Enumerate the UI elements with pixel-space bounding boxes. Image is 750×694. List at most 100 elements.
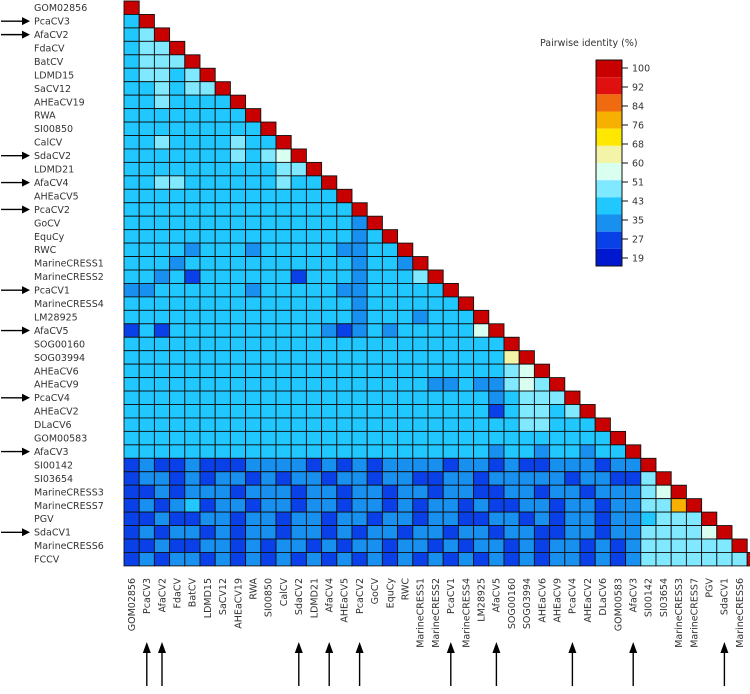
heatmap-cell-AfaCV5-PcaCV2	[351, 323, 368, 338]
heatmap-cell-AHEaCV2-AHEaCV2	[579, 404, 596, 419]
legend-color-step	[596, 197, 622, 215]
heatmap-cell-PcaCV4-CalCV	[275, 390, 292, 405]
heatmap-cell-SOG00160-AfaCV4	[321, 336, 338, 352]
heatmap-cell-AfaCV3-MarineCRESS2	[427, 444, 444, 459]
heatmap-cell-DLaCV6-RWC	[397, 417, 414, 432]
heatmap-cell-AfaCV3-SI00850	[260, 444, 277, 459]
heatmap-cell-GOM00583-DLaCV6	[594, 430, 611, 446]
heatmap-cell-FdaCV-PcaCV3	[138, 40, 155, 56]
heatmap-cell-GoCV-LDMD15	[199, 215, 216, 231]
heatmap-cell-SdaCV1-SaCV12	[214, 525, 231, 540]
heatmap-cell-RWC-SaCV12	[214, 242, 231, 258]
heatmap-cell-AfaCV5-MarineCRESS4	[457, 323, 475, 338]
heatmap-cell-EquCy-EquCy	[381, 229, 399, 244]
column-label-RWA: RWA	[249, 578, 260, 600]
row-arrow-PcaCV1	[1, 286, 30, 295]
heatmap-cell-EquCy-AHEaCV5	[336, 229, 353, 244]
heatmap-cell-SOG00160-LM28925	[473, 336, 490, 352]
heatmap-cell-LDMD21-GOM02856	[123, 161, 140, 177]
heatmap-cell-MarineCRESS2-PcaCV2	[351, 269, 368, 284]
heatmap-cell-SI03654-SOG00160	[503, 471, 520, 486]
heatmap-cell-FCCV-AHEaCV19	[229, 552, 247, 567]
heatmap-cell-PGV-SdaCV2	[290, 511, 307, 526]
heatmap-cell-MarineCRESS2-AHEaCV5	[336, 269, 353, 284]
heatmap-cell-GOM00583-GOM00583	[609, 430, 627, 446]
heatmap-cell-PcaCV1-AHEaCV5	[336, 283, 353, 298]
heatmap-cell-PGV-LM28925	[473, 511, 490, 526]
column-labels: GOM02856 PcaCV3 AfaCV2 FdaCV BatCV LDMD15 SaCV…	[127, 578, 746, 648]
heatmap-cell-AHEaCV5-SdaCV2	[290, 188, 307, 204]
heatmap-cell-MarineCRESS3-AHEaCV19	[229, 484, 247, 500]
heatmap-cell-MarineCRESS6-SOG03994	[518, 538, 535, 553]
heatmap-cell-GoCV-FdaCV	[169, 215, 186, 231]
heatmap-cell-SOG00160-GoCV	[366, 336, 383, 352]
heatmap-cell-LM28925-SI00850	[260, 309, 277, 325]
heatmap-cell-AHEaCV5-SaCV12	[214, 188, 231, 204]
legend-title: Pairwise identity (%)	[540, 38, 638, 49]
row-label-MarineCRESS2: MarineCRESS2	[34, 272, 104, 283]
heatmap-cell-LDMD21-LDMD21	[305, 161, 323, 177]
heatmap-cell-PcaCV1-AfaCV4	[321, 283, 338, 298]
heatmap-cell-SdaCV1-SI00850	[260, 525, 277, 540]
heatmap-cell-AHEaCV9-BatCV	[184, 377, 201, 392]
heatmap-cell-AHEaCV9-EquCy	[381, 377, 399, 392]
column-label-AfaCV3: AfaCV3	[629, 578, 640, 613]
heatmap-cell-SdaCV1-AHEaCV19	[229, 525, 247, 540]
column-label-PcaCV3: PcaCV3	[142, 578, 153, 614]
heatmap-cell-PGV-AfaCV2	[153, 511, 171, 526]
heatmap-cell-AfaCV5-LDMD21	[305, 323, 323, 338]
heatmap-cell-AfaCV3-PcaCV2	[351, 444, 368, 459]
row-label-AHEaCV6: AHEaCV6	[34, 366, 79, 377]
heatmap-cell-GoCV-PcaCV2	[351, 215, 368, 231]
heatmap-cell-PGV-AHEaCV19	[229, 511, 247, 526]
heatmap-cell-AHEaCV9-AHEaCV19	[229, 377, 247, 392]
heatmap-cell-LM28925-AHEaCV19	[229, 309, 247, 325]
column-label-MarineCRESS2: MarineCRESS2	[431, 578, 442, 648]
heatmap-cell-LDMD21-FdaCV	[169, 161, 186, 177]
heatmap-cell-EquCy-PcaCV3	[138, 229, 155, 244]
heatmap-cell-SdaCV1-SOG03994	[518, 525, 535, 540]
heatmap-cell-FCCV-CalCV	[275, 552, 292, 567]
heatmap-cell-FCCV-AfaCV3	[625, 552, 642, 567]
heatmap-cell-MarineCRESS2-AfaCV4	[321, 269, 338, 284]
legend-tick-label: 35	[632, 216, 644, 227]
heatmap-cell-SOG03994-AfaCV2	[153, 350, 171, 365]
heatmap-cell-DLaCV6-SdaCV2	[290, 417, 307, 432]
heatmap-cell-GOM00583-AHEaCV19	[229, 430, 247, 446]
heatmap-cell-AfaCV3-BatCV	[184, 444, 201, 459]
heatmap-cell-AHEaCV6-LDMD21	[305, 363, 323, 379]
column-arrow-SdaCV2	[294, 642, 303, 686]
row-arrow-AfaCV2	[1, 30, 30, 39]
heatmap-cell-MarineCRESS1-FdaCV	[169, 256, 186, 271]
row-label-LDMD15: LDMD15	[34, 70, 74, 81]
heatmap-cell-SdaCV1-AfaCV5	[488, 525, 505, 540]
heatmap-cell-BatCV-AfaCV2	[153, 54, 171, 69]
highlight-arrows	[1, 17, 729, 686]
column-arrow-PcaCV3	[142, 642, 151, 686]
heatmap-cell-LM28925-RWA	[245, 309, 262, 325]
heatmap-cell-MarineCRESS6-SI03654	[655, 538, 672, 553]
heatmap-cell-AfaCV4-LDMD21	[305, 175, 323, 190]
heatmap-cell-MarineCRESS6-PcaCV2	[351, 538, 368, 553]
legend-tick-label: 68	[632, 140, 644, 151]
heatmap-cell-AfaCV3-SaCV12	[214, 444, 231, 459]
heatmap-cell-DLaCV6-AfaCV4	[321, 417, 338, 432]
heatmap-cell-MarineCRESS7-DLaCV6	[594, 498, 611, 513]
row-label-MarineCRESS6: MarineCRESS6	[34, 541, 104, 552]
heatmap-cell-MarineCRESS2-SI00850	[260, 269, 277, 284]
heatmap-cell-GOM00583-CalCV	[275, 430, 292, 446]
heatmap-cell-FCCV-GOM00583	[609, 552, 627, 567]
column-label-LDMD21: LDMD21	[309, 578, 320, 618]
heatmap-cell-FCCV-EquCy	[381, 552, 399, 567]
heatmap-cell-PGV-FdaCV	[169, 511, 186, 526]
heatmap-cell-PcaCV1-MarineCRESS2	[427, 283, 444, 298]
heatmap-cell-MarineCRESS6-PcaCV3	[138, 538, 155, 553]
column-arrow-AfaCV5	[492, 642, 501, 686]
heatmap-cell-MarineCRESS1-PcaCV3	[138, 256, 155, 271]
heatmap-cell-EquCy-GOM02856	[123, 229, 140, 244]
heatmap-cell-LDMD21-BatCV	[184, 161, 201, 177]
column-label-AfaCV4: AfaCV4	[325, 578, 336, 613]
heatmap-cell-SI00142-SI00850	[260, 457, 277, 473]
heatmap-cell-DLaCV6-DLaCV6	[594, 417, 611, 432]
